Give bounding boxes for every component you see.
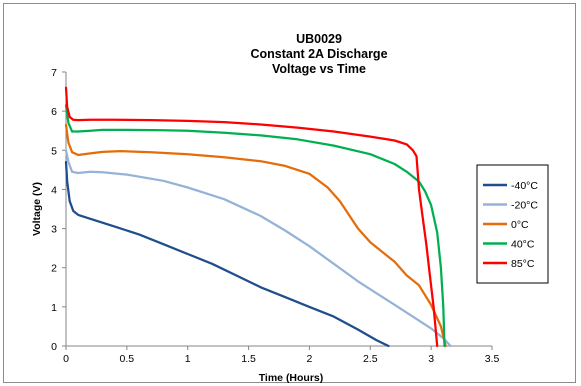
legend-label: 85°C bbox=[511, 258, 535, 270]
y-tick-label: 6 bbox=[51, 106, 57, 118]
series-line-4 bbox=[64, 104, 446, 348]
x-axis-label: Time (Hours) bbox=[259, 372, 324, 384]
y-tick-label: 2 bbox=[51, 263, 57, 275]
series-line-2 bbox=[64, 149, 452, 348]
series-line-5 bbox=[64, 86, 439, 348]
axes: 0 0.5 1 1.5 2 2.5 3 3.5 0 1 2 3 4 5 6 7 bbox=[51, 67, 499, 365]
x-tick-label: 2 bbox=[307, 353, 313, 365]
y-tick-label: 7 bbox=[51, 67, 57, 79]
chart-title-line-2: Constant 2A Discharge bbox=[250, 47, 387, 61]
series-line-1 bbox=[64, 160, 390, 348]
legend-label: 0°C bbox=[511, 219, 529, 231]
legend-label: -20°C bbox=[511, 200, 538, 212]
y-tick-label: 3 bbox=[51, 224, 57, 236]
y-tick-label: 1 bbox=[51, 302, 57, 314]
legend-label: 40°C bbox=[511, 239, 535, 251]
x-tick-label: 1 bbox=[185, 353, 191, 365]
x-tick-label: 0 bbox=[63, 353, 69, 365]
x-tick-label: 0.5 bbox=[120, 353, 135, 365]
x-tick-label: 2.5 bbox=[363, 353, 378, 365]
y-axis-label: Voltage (V) bbox=[31, 182, 43, 236]
chart-title-line-1: UB0029 bbox=[296, 32, 342, 46]
plot-area bbox=[64, 86, 452, 348]
legend: -40°C -20°C 0°C 40°C 85°C bbox=[476, 164, 549, 284]
x-tick-label: 3 bbox=[428, 353, 434, 365]
series-line-3 bbox=[64, 123, 447, 348]
x-tick-label: 3.5 bbox=[485, 353, 500, 365]
legend-label: -40°C bbox=[511, 180, 538, 192]
y-tick-label: 4 bbox=[51, 184, 57, 196]
y-tick-label: 5 bbox=[51, 145, 57, 157]
chart-title-line-3: Voltage vs Time bbox=[272, 62, 366, 76]
y-tick-label: 0 bbox=[51, 341, 57, 353]
x-tick-label: 1.5 bbox=[241, 353, 256, 365]
chart-title: UB0029 Constant 2A Discharge Voltage vs … bbox=[250, 32, 387, 76]
